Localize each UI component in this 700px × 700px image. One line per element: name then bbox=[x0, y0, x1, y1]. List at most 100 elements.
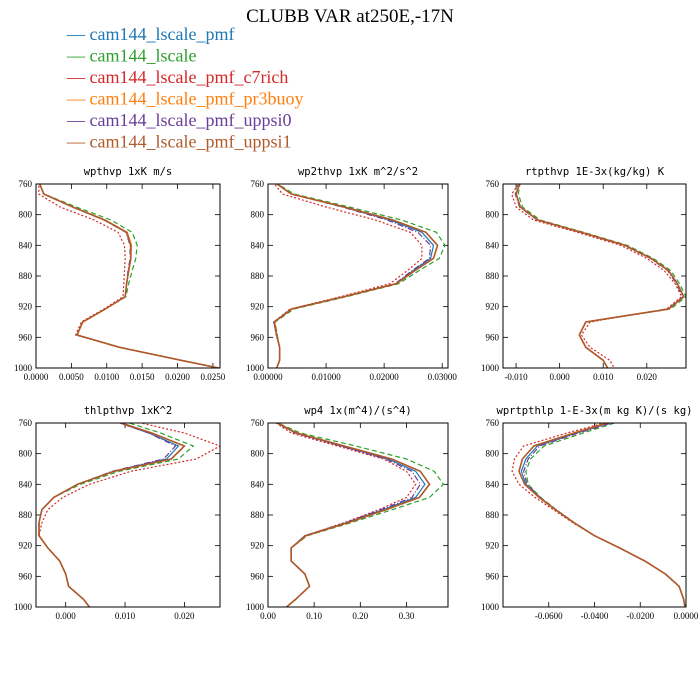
y-tick-label: 880 bbox=[251, 271, 265, 281]
y-tick-label: 960 bbox=[251, 332, 265, 342]
y-tick-label: 920 bbox=[19, 302, 33, 312]
y-tick-label: 960 bbox=[19, 332, 33, 342]
y-tick-label: 1000 bbox=[246, 602, 265, 612]
y-tick-label: 840 bbox=[486, 479, 500, 489]
x-tick-label: 0.0200 bbox=[165, 372, 190, 382]
x-tick-label: 0.000 bbox=[550, 372, 571, 382]
legend-entry: — cam144_lscale_pmf_uppsi1 bbox=[66, 132, 291, 152]
y-tick-label: 840 bbox=[251, 240, 265, 250]
series-line bbox=[274, 184, 446, 368]
y-tick-label: 960 bbox=[486, 332, 500, 342]
panel-title: wprtpthlp 1-E-3x(m kg K)/(s kg) bbox=[497, 405, 693, 417]
y-tick-label: 920 bbox=[251, 302, 265, 312]
chart-panel: wp4 1x(m^4)/(s^4)76080084088092096010000… bbox=[246, 405, 449, 621]
plot-frame bbox=[502, 422, 687, 608]
y-tick-label: 760 bbox=[19, 418, 33, 428]
series-line bbox=[514, 184, 684, 368]
series-line bbox=[515, 184, 685, 368]
series-line bbox=[38, 423, 220, 607]
series-line bbox=[38, 423, 177, 607]
x-tick-label: 0.30 bbox=[399, 611, 415, 621]
series-line bbox=[275, 423, 431, 607]
series-line bbox=[511, 423, 686, 607]
x-tick-label: 0.0250 bbox=[201, 372, 226, 382]
y-tick-label: 920 bbox=[486, 541, 500, 551]
legend-entry: — cam144_lscale_pmf_uppsi0 bbox=[66, 110, 291, 130]
x-tick-label: 0.0000 bbox=[24, 372, 49, 382]
series-line bbox=[38, 423, 186, 607]
series-line bbox=[274, 423, 417, 607]
x-tick-label: -0.010 bbox=[504, 372, 528, 382]
series-line bbox=[38, 423, 195, 607]
x-tick-label: -0.0400 bbox=[581, 611, 609, 621]
y-tick-label: 760 bbox=[486, 418, 500, 428]
y-tick-label: 880 bbox=[486, 271, 500, 281]
y-tick-label: 960 bbox=[486, 571, 500, 581]
panel-title: wpthvp 1xK m/s bbox=[84, 166, 173, 178]
y-tick-label: 800 bbox=[251, 210, 265, 220]
x-tick-label: 0.10 bbox=[306, 611, 322, 621]
x-tick-label: 0.00 bbox=[260, 611, 276, 621]
legend-entry: — cam144_lscale_pmf bbox=[66, 24, 234, 44]
legend-entry: — cam144_lscale_pmf_c7rich bbox=[66, 67, 288, 87]
y-tick-label: 920 bbox=[19, 541, 33, 551]
plot-frame bbox=[35, 183, 221, 369]
chart-panel: rtpthvp 1E-3x(kg/kg) K 760 800 840 880 920 960… bbox=[481, 166, 687, 382]
series-line bbox=[275, 423, 422, 607]
panel-title: thlpthvp 1xK^2 bbox=[84, 405, 173, 417]
series-line bbox=[39, 184, 219, 368]
x-tick-label: 0.020 bbox=[174, 611, 195, 621]
series-line bbox=[38, 184, 219, 368]
x-tick-label: 0.0100 bbox=[94, 372, 119, 382]
y-tick-label: 960 bbox=[251, 571, 265, 581]
x-tick-label: 0.010 bbox=[593, 372, 614, 382]
y-tick-label: 880 bbox=[19, 510, 33, 520]
x-tick-label: 0.010 bbox=[115, 611, 136, 621]
series-line bbox=[515, 184, 685, 368]
x-tick-label: 0.020 bbox=[637, 372, 658, 382]
y-tick-label: 800 bbox=[251, 449, 265, 459]
y-tick-label: 800 bbox=[486, 210, 500, 220]
panel-title: wp4 1x(m^4)/(s^4) bbox=[304, 405, 411, 417]
y-tick-label: 800 bbox=[19, 210, 33, 220]
series-line bbox=[38, 423, 186, 607]
series-line bbox=[520, 423, 686, 607]
series-line bbox=[515, 184, 685, 368]
plot-frame bbox=[267, 183, 449, 369]
legend-entry: — cam144_lscale_pmf_pr3buoy bbox=[66, 89, 303, 109]
y-tick-label: 800 bbox=[19, 449, 33, 459]
series-line bbox=[273, 184, 439, 368]
panels: wpthvp 1xK m/s76080084088092096010000.00… bbox=[14, 166, 699, 621]
y-tick-label: 760 bbox=[19, 179, 33, 189]
y-tick-label: 760 bbox=[251, 179, 265, 189]
y-tick-label: 920 bbox=[251, 541, 265, 551]
y-tick-label: 1000 bbox=[14, 363, 33, 373]
y-tick-label: 840 bbox=[19, 479, 33, 489]
y-tick-label: 960 bbox=[19, 571, 33, 581]
x-tick-label: 0.000 bbox=[56, 611, 77, 621]
series-line bbox=[38, 423, 180, 607]
y-tick-label: 840 bbox=[19, 240, 33, 250]
plot-frame bbox=[267, 422, 449, 608]
y-tick-label: 1000 bbox=[14, 602, 33, 612]
x-tick-label: 0.20 bbox=[352, 611, 368, 621]
x-tick-label: 0.00000 bbox=[253, 372, 283, 382]
series-line bbox=[273, 184, 423, 368]
plot-frame bbox=[35, 422, 221, 608]
series-line bbox=[518, 423, 686, 607]
series-line bbox=[522, 423, 686, 607]
legend-entry: — cam144_lscale bbox=[66, 46, 196, 66]
panel-title: wp2thvp 1xK m^2/s^2 bbox=[298, 166, 418, 178]
series-line bbox=[525, 423, 686, 607]
legend: — cam144_lscale_pmf— cam144_lscale— cam1… bbox=[66, 24, 303, 152]
y-tick-label: 920 bbox=[486, 302, 500, 312]
series-line bbox=[276, 423, 445, 607]
y-tick-label: 800 bbox=[486, 449, 500, 459]
x-tick-label: 0.0000 bbox=[674, 611, 699, 621]
x-tick-label: 0.0050 bbox=[59, 372, 84, 382]
series-line bbox=[511, 184, 683, 368]
y-tick-label: 840 bbox=[486, 240, 500, 250]
chart-panel: wprtpthlp 1-E-3x(m kg K)/(s kg)760 800 840… bbox=[481, 405, 699, 621]
series-line bbox=[517, 184, 686, 368]
y-tick-label: 880 bbox=[251, 510, 265, 520]
